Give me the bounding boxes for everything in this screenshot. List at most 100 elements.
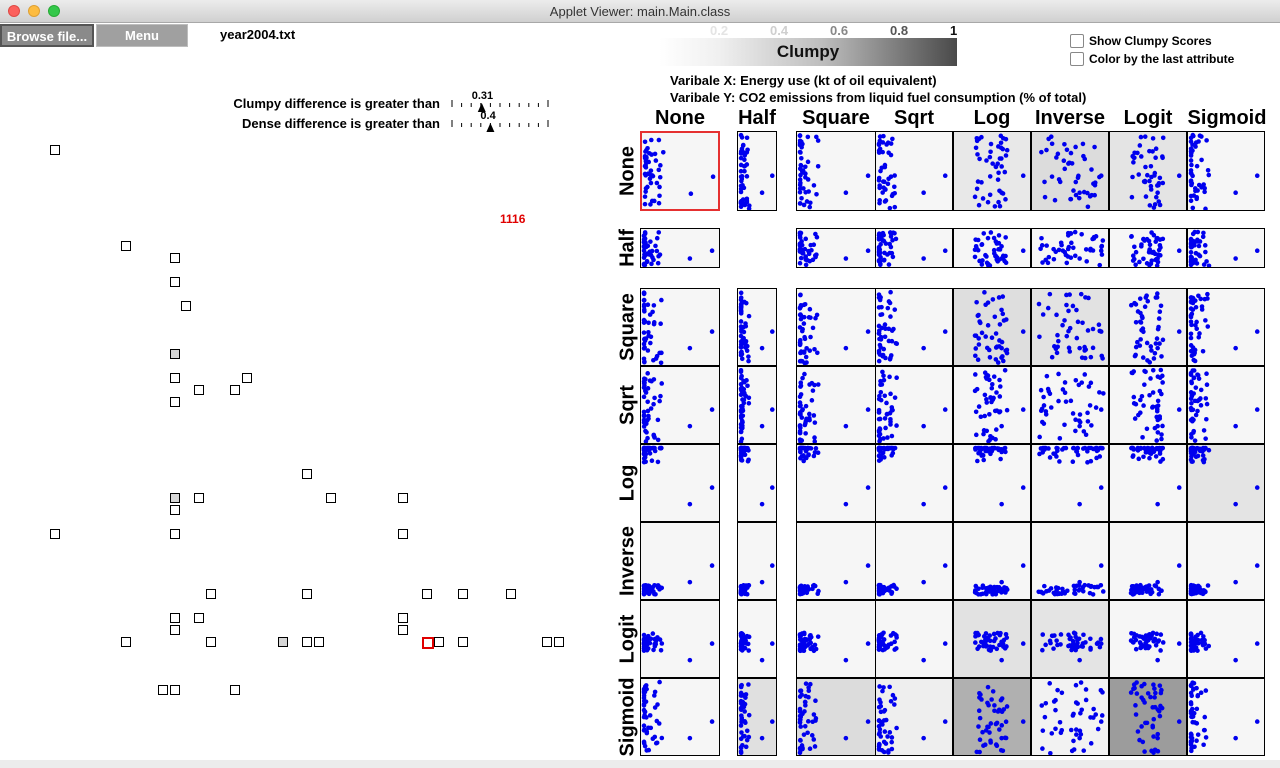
checkbox-box[interactable] [1070, 52, 1084, 66]
scatter-cell-logit-square[interactable] [796, 600, 876, 678]
scatter-cell-half-sqrt[interactable] [875, 228, 953, 268]
scatter-cell-log-square[interactable] [796, 444, 876, 522]
scatter-cell-inverse-sqrt[interactable] [875, 522, 953, 600]
scatter-cell-sigmoid-half[interactable] [737, 678, 777, 756]
graph-node[interactable] [170, 493, 180, 503]
graph-node[interactable] [170, 253, 180, 263]
scatter-cell-logit-none[interactable] [640, 600, 720, 678]
browse-file-button[interactable]: Browse file... [0, 24, 94, 47]
scatter-cell-none-log[interactable] [953, 131, 1031, 211]
scatter-cell-half-log[interactable] [953, 228, 1031, 268]
scatter-cell-none-logit[interactable] [1109, 131, 1187, 211]
graph-node[interactable] [398, 625, 408, 635]
graph-node[interactable] [230, 685, 240, 695]
checkbox-box[interactable] [1070, 34, 1084, 48]
scatter-cell-sqrt-sigmoid[interactable] [1187, 366, 1265, 444]
graph-node[interactable] [434, 637, 444, 647]
graph-node[interactable] [50, 529, 60, 539]
scatter-cell-logit-sigmoid[interactable] [1187, 600, 1265, 678]
graph-node[interactable] [170, 397, 180, 407]
scatter-cell-sqrt-log[interactable] [953, 366, 1031, 444]
scatter-cell-log-log[interactable] [953, 444, 1031, 522]
graph-node[interactable] [302, 637, 312, 647]
graph-node[interactable] [121, 637, 131, 647]
graph-node[interactable] [542, 637, 552, 647]
close-window-button[interactable] [8, 5, 20, 17]
scatter-cell-sigmoid-sqrt[interactable] [875, 678, 953, 756]
scatter-cell-log-none[interactable] [640, 444, 720, 522]
scatter-cell-square-sqrt[interactable] [875, 288, 953, 366]
scatter-cell-none-inverse[interactable] [1031, 131, 1109, 211]
graph-node[interactable] [194, 493, 204, 503]
graph-node[interactable] [398, 493, 408, 503]
scatter-cell-inverse-inverse[interactable] [1031, 522, 1109, 600]
graph-node[interactable] [170, 685, 180, 695]
scatter-cell-half-logit[interactable] [1109, 228, 1187, 268]
graph-node[interactable] [398, 613, 408, 623]
graph-node[interactable] [158, 685, 168, 695]
scatter-cell-sigmoid-sigmoid[interactable] [1187, 678, 1265, 756]
scatter-cell-sqrt-square[interactable] [796, 366, 876, 444]
graph-node[interactable] [170, 277, 180, 287]
scatter-cell-square-logit[interactable] [1109, 288, 1187, 366]
graph-node[interactable] [314, 637, 324, 647]
scatter-cell-none-half[interactable] [737, 131, 777, 211]
graph-node[interactable] [206, 589, 216, 599]
scatter-cell-logit-half[interactable] [737, 600, 777, 678]
scatter-cell-none-sqrt[interactable] [875, 131, 953, 211]
minimize-window-button[interactable] [28, 5, 40, 17]
scatter-cell-inverse-square[interactable] [796, 522, 876, 600]
scatter-cell-square-half[interactable] [737, 288, 777, 366]
scatter-cell-square-sigmoid[interactable] [1187, 288, 1265, 366]
dense-threshold-slider[interactable]: 0.4 [450, 110, 550, 132]
graph-node[interactable] [398, 529, 408, 539]
scatter-cell-log-logit[interactable] [1109, 444, 1187, 522]
graph-node[interactable] [121, 241, 131, 251]
scatter-cell-logit-inverse[interactable] [1031, 600, 1109, 678]
scatter-cell-log-inverse[interactable] [1031, 444, 1109, 522]
scatter-cell-none-none[interactable] [640, 131, 720, 211]
scatter-cell-none-sigmoid[interactable] [1187, 131, 1265, 211]
scatter-cell-inverse-log[interactable] [953, 522, 1031, 600]
graph-node[interactable] [242, 373, 252, 383]
graph-node[interactable] [230, 385, 240, 395]
scatter-cell-half-sigmoid[interactable] [1187, 228, 1265, 268]
scatter-cell-logit-logit[interactable] [1109, 600, 1187, 678]
zoom-window-button[interactable] [48, 5, 60, 17]
clumpy-threshold-slider[interactable]: 0.31 [450, 90, 550, 112]
scatter-cell-logit-log[interactable] [953, 600, 1031, 678]
scatter-cell-sqrt-half[interactable] [737, 366, 777, 444]
scatter-cell-square-log[interactable] [953, 288, 1031, 366]
graph-node[interactable] [302, 589, 312, 599]
graph-node[interactable] [278, 637, 288, 647]
scatter-cell-none-square[interactable] [796, 131, 876, 211]
graph-node[interactable] [181, 301, 191, 311]
slider-thumb[interactable] [486, 123, 495, 132]
graph-node[interactable] [194, 385, 204, 395]
graph-node[interactable] [170, 373, 180, 383]
graph-node[interactable] [50, 145, 60, 155]
graph-node[interactable] [458, 637, 468, 647]
scatter-cell-sigmoid-logit[interactable] [1109, 678, 1187, 756]
menu-button[interactable]: Menu [96, 24, 188, 47]
scatter-cell-sqrt-none[interactable] [640, 366, 720, 444]
scatter-cell-inverse-sigmoid[interactable] [1187, 522, 1265, 600]
scatter-cell-sigmoid-log[interactable] [953, 678, 1031, 756]
scatter-cell-half-square[interactable] [796, 228, 876, 268]
graph-node[interactable] [170, 349, 180, 359]
show-clumpy-scores-checkbox[interactable]: Show Clumpy Scores [1070, 34, 1212, 48]
scatter-cell-sigmoid-inverse[interactable] [1031, 678, 1109, 756]
graph-node[interactable] [170, 529, 180, 539]
scatter-cell-square-none[interactable] [640, 288, 720, 366]
graph-node[interactable] [194, 613, 204, 623]
scatter-cell-sqrt-sqrt[interactable] [875, 366, 953, 444]
graph-node[interactable] [206, 637, 216, 647]
scatter-cell-logit-sqrt[interactable] [875, 600, 953, 678]
scatter-cell-log-sigmoid[interactable] [1187, 444, 1265, 522]
scatter-cell-half-none[interactable] [640, 228, 720, 268]
graph-node[interactable] [302, 469, 312, 479]
graph-node-selected[interactable] [422, 637, 434, 649]
scatter-cell-inverse-half[interactable] [737, 522, 777, 600]
graph-node[interactable] [170, 625, 180, 635]
graph-node[interactable] [506, 589, 516, 599]
